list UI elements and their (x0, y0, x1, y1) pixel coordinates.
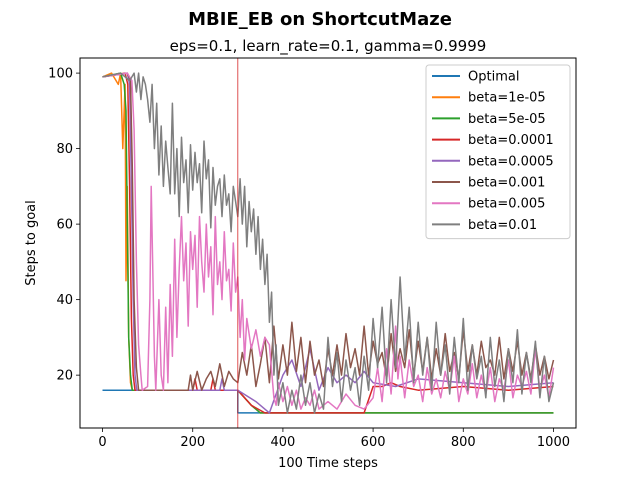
x-axis-label: 100 Time steps (278, 456, 378, 471)
y-tick-label: 20 (56, 369, 73, 384)
x-axis-ticks: 0 200 400 600 800 1000 (98, 428, 570, 450)
series-line-7 (102, 72, 555, 414)
y-tick-label: 40 (56, 293, 73, 308)
legend-label: beta=0.0001 (468, 133, 554, 148)
legend-label: beta=5e-05 (468, 112, 546, 127)
chart-title: MBIE_EB on ShortcutMaze (188, 9, 452, 30)
x-tick-label: 200 (180, 435, 205, 450)
legend: Optimal beta=1e-05 beta=5e-05 beta=0.0001 be… (425, 64, 571, 240)
legend-box (425, 64, 571, 240)
series-layer (102, 72, 555, 414)
legend-label: beta=0.0005 (468, 154, 554, 169)
series-line-6 (102, 72, 555, 410)
x-tick-label: 800 (451, 435, 476, 450)
y-axis-ticks: 20 40 60 80 100 (48, 67, 80, 384)
x-tick-label: 400 (270, 435, 295, 450)
legend-label: beta=0.001 (468, 176, 545, 191)
x-tick-label: 1000 (537, 435, 570, 450)
series-line-5 (102, 72, 555, 391)
series-line-4 (102, 72, 554, 414)
legend-label: beta=0.005 (468, 197, 545, 212)
y-tick-label: 80 (56, 142, 73, 157)
legend-label: beta=0.01 (468, 218, 537, 233)
y-tick-label: 100 (48, 67, 73, 82)
plot-frame (79, 57, 577, 429)
y-tick-label: 60 (56, 218, 73, 233)
x-tick-label: 0 (98, 435, 106, 450)
chart-subtitle: eps=0.1, learn_rate=0.1, gamma=0.9999 (170, 37, 487, 56)
y-axis-label: Steps to goal (24, 200, 39, 285)
legend-label: beta=1e-05 (468, 91, 546, 106)
x-tick-label: 600 (361, 435, 386, 450)
legend-label: Optimal (468, 70, 519, 85)
